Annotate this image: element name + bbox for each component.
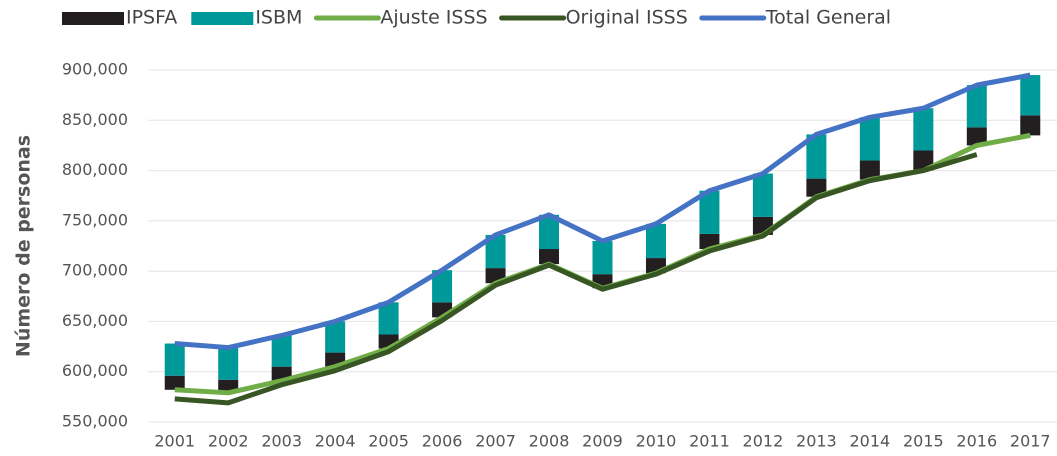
bar-segment [432,270,453,303]
bar-segment [806,178,827,197]
bar-segment [859,117,880,161]
bar-segment [485,234,506,269]
bar-segment [645,223,666,259]
x-tick-label: 2011 [689,432,730,451]
x-tick-label: 2015 [903,432,944,451]
legend-label: Original ISSS [566,7,688,29]
x-tick-label: 2007 [475,432,516,451]
bar-segment [539,249,560,265]
bar-segment [1020,115,1041,136]
bar-segment [325,321,346,353]
line-series [174,152,978,406]
x-tick-label: 2005 [368,432,409,451]
legend-swatch [62,12,124,25]
x-tick-label: 2010 [636,432,677,451]
x-tick-label: 2009 [582,432,623,451]
bar-segment [699,190,720,234]
bar-segment [1020,75,1041,116]
y-tick-label: 550,000 [62,411,128,430]
x-tick-label: 2002 [208,432,249,451]
y-tick-label: 800,000 [62,160,128,179]
bar-segment [966,127,987,146]
x-tick-label: 2004 [315,432,356,451]
bar-segment [752,173,773,217]
bar-segment [378,302,399,335]
legend-swatch [191,12,254,25]
x-tick-label: 2001 [154,432,195,451]
bar-segment [859,160,880,180]
x-tick-label: 2017 [1010,432,1051,451]
y-tick-label: 750,000 [62,210,128,229]
bar-segment [592,240,613,275]
bar-segment [913,108,934,151]
x-tick-label: 2014 [849,432,890,451]
legend-label: ISBM [255,7,302,29]
x-tick-label: 2006 [422,432,463,451]
bar-segment [218,347,239,380]
bar-segment [966,85,987,128]
y-tick-label: 650,000 [62,311,128,330]
x-tick-label: 2012 [743,432,784,451]
y-tick-label: 700,000 [62,261,128,280]
y-tick-label: 850,000 [62,110,128,129]
bar-segment [539,214,560,250]
bar-segment [164,375,185,390]
y-axis-label: Número de personas [13,135,35,357]
x-tick-label: 2016 [956,432,997,451]
y-tick-label: 600,000 [62,361,128,380]
legend-label: Total General [765,7,891,29]
y-tick-label: 900,000 [62,60,128,79]
x-tick-label: 2013 [796,432,837,451]
legend-label: Ajuste ISSS [380,7,487,29]
legend-label: IPSFA [126,7,177,29]
bar-segment [164,343,185,376]
bar-segment [806,134,827,179]
x-tick-label: 2003 [261,432,302,451]
line-series [174,72,1031,351]
bar-segment [271,335,292,367]
x-tick-label: 2008 [529,432,570,451]
